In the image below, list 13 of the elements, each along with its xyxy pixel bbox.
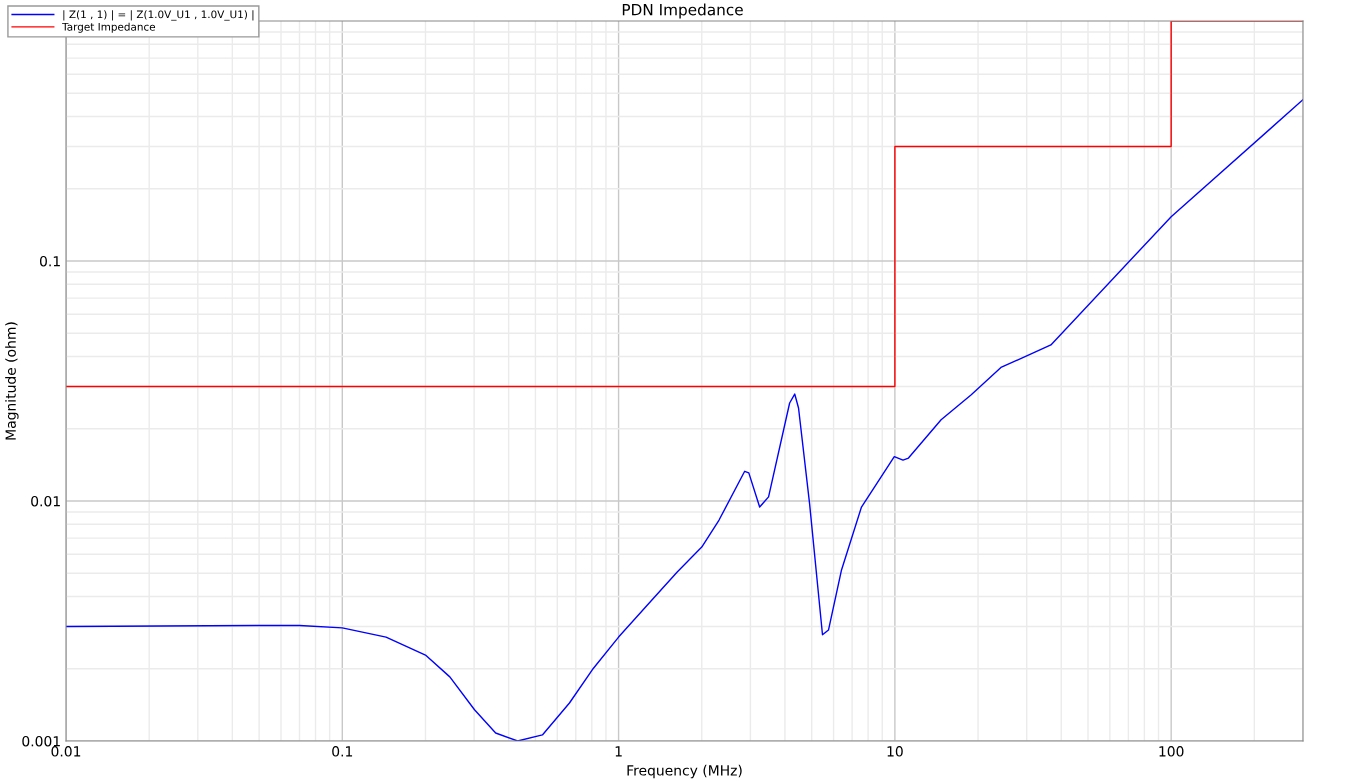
x-tick-label: 0.01: [51, 746, 81, 757]
x-tick-label: 0.1: [332, 746, 353, 757]
x-tick-label: 100: [1159, 746, 1184, 757]
y-tick-label: 0.01: [31, 495, 60, 507]
x-axis-title: Frequency (MHz): [627, 764, 742, 779]
legend-label: | Z(1 , 1) | = | Z(1.0V_U1 , 1.0V_U1) |: [63, 10, 254, 21]
y-tick-label: 0.1: [39, 255, 60, 267]
legend-label: Target Impedance: [62, 22, 156, 33]
y-axis-title: Magnitude (ohm): [5, 322, 19, 440]
y-tick-label: 0.001: [22, 735, 60, 747]
x-tick-label: 1: [615, 746, 622, 757]
x-tick-label: 10: [887, 746, 903, 757]
chart-title: PDN Impedance: [622, 3, 743, 19]
